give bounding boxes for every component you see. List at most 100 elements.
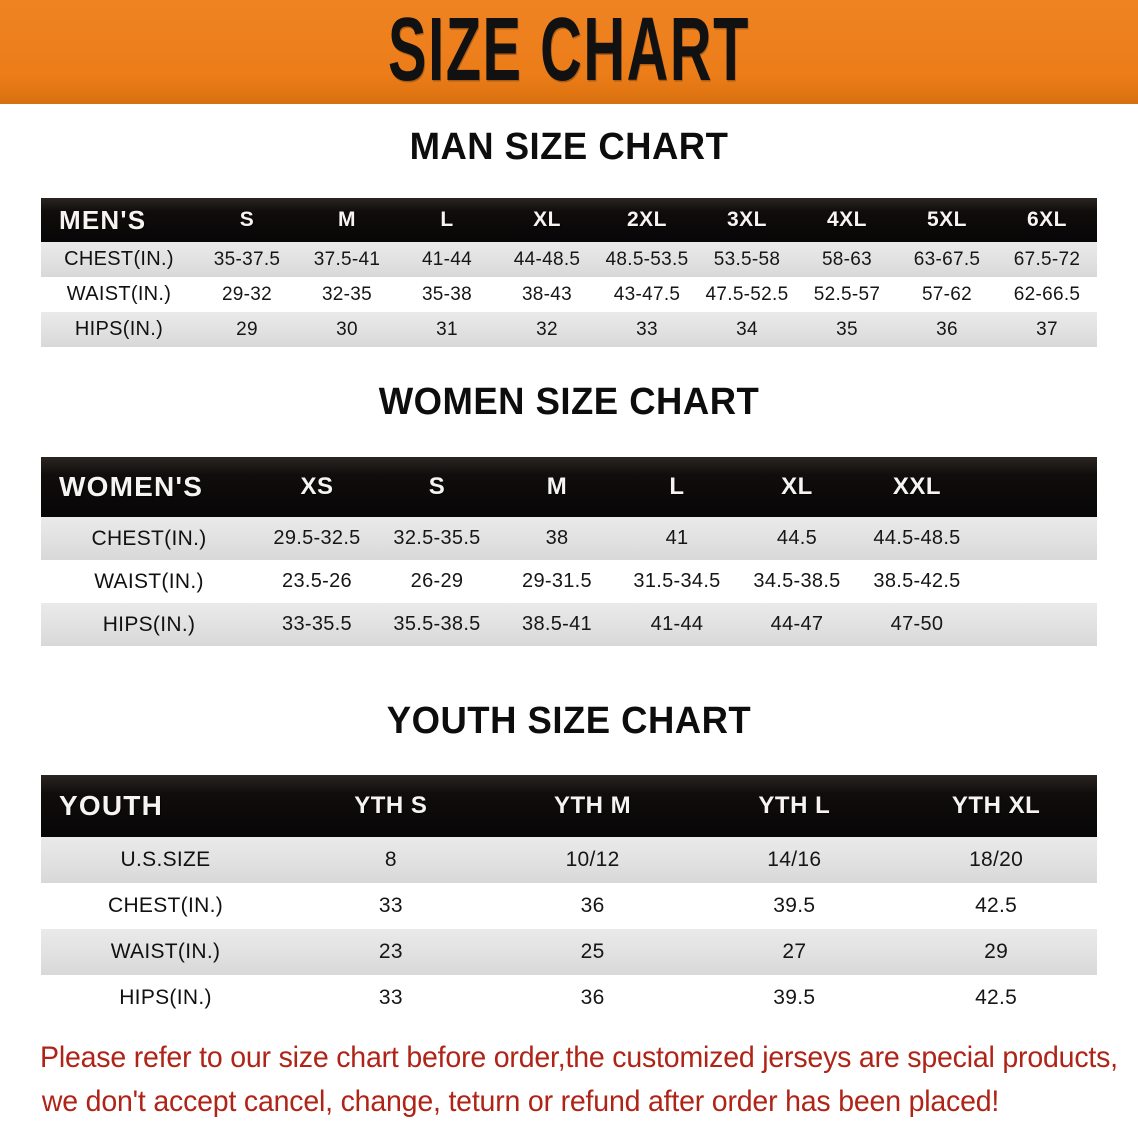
youth-column-header: YTH L bbox=[693, 775, 896, 837]
table-row: HIPS(IN.) 33-35.5 35.5-38.5 38.5-41 41-44 44-… bbox=[41, 603, 1097, 646]
men-cell: 35-38 bbox=[397, 277, 497, 312]
women-cell-spacer bbox=[977, 517, 1097, 560]
men-cell: 29-32 bbox=[197, 277, 297, 312]
women-size-table: WOMEN'S XS S M L XL XXL CHEST(IN.) 29.5-32.5 32… bbox=[41, 457, 1097, 646]
men-cell: 34 bbox=[697, 312, 797, 347]
youth-cell: 23 bbox=[290, 929, 492, 975]
men-row-label: WAIST(IN.) bbox=[41, 277, 197, 312]
youth-cell: 42.5 bbox=[895, 975, 1097, 1021]
women-row-label: WAIST(IN.) bbox=[41, 560, 257, 603]
youth-cell: 39.5 bbox=[693, 883, 896, 929]
men-cell: 36 bbox=[897, 312, 997, 347]
women-row-label: HIPS(IN.) bbox=[41, 603, 257, 646]
youth-cell: 25 bbox=[491, 929, 694, 975]
section-title-youth: YOUTH SIZE CHART bbox=[386, 700, 752, 742]
women-cell: 41-44 bbox=[617, 603, 737, 646]
women-table-header-row: WOMEN'S XS S M L XL XXL bbox=[41, 457, 1097, 517]
men-cell: 58-63 bbox=[797, 242, 897, 277]
men-corner-label: MEN'S bbox=[41, 198, 197, 242]
men-cell: 37.5-41 bbox=[297, 242, 397, 277]
women-cell: 26-29 bbox=[377, 560, 497, 603]
men-column-header: 2XL bbox=[597, 198, 697, 242]
men-column-header: XL bbox=[497, 198, 597, 242]
youth-row-label: U.S.SIZE bbox=[41, 837, 290, 883]
women-cell-spacer bbox=[977, 560, 1097, 603]
men-cell: 35 bbox=[797, 312, 897, 347]
men-cell: 32-35 bbox=[297, 277, 397, 312]
section-title-man: MAN SIZE CHART bbox=[409, 126, 729, 168]
women-column-header: M bbox=[497, 457, 617, 517]
women-cell: 38.5-42.5 bbox=[857, 560, 977, 603]
section-title-women: WOMEN SIZE CHART bbox=[378, 381, 760, 423]
men-cell: 67.5-72 bbox=[997, 242, 1097, 277]
women-cell: 38.5-41 bbox=[497, 603, 617, 646]
table-row: WAIST(IN.) 23 25 27 29 bbox=[41, 929, 1097, 975]
table-row: HIPS(IN.) 33 36 39.5 42.5 bbox=[41, 975, 1097, 1021]
table-row: U.S.SIZE 8 10/12 14/16 18/20 bbox=[41, 837, 1097, 883]
men-cell: 41-44 bbox=[397, 242, 497, 277]
youth-row-label: CHEST(IN.) bbox=[41, 883, 290, 929]
youth-cell: 33 bbox=[290, 975, 492, 1021]
men-column-header: 5XL bbox=[897, 198, 997, 242]
men-cell: 33 bbox=[597, 312, 697, 347]
youth-table-header-row: YOUTH YTH S YTH M YTH L YTH XL bbox=[41, 775, 1097, 837]
men-cell: 62-66.5 bbox=[997, 277, 1097, 312]
women-cell: 35.5-38.5 bbox=[377, 603, 497, 646]
women-cell-spacer bbox=[977, 603, 1097, 646]
women-row-label: CHEST(IN.) bbox=[41, 517, 257, 560]
youth-cell: 18/20 bbox=[895, 837, 1097, 883]
men-column-header: L bbox=[397, 198, 497, 242]
women-cell: 29.5-32.5 bbox=[257, 517, 377, 560]
men-cell: 53.5-58 bbox=[697, 242, 797, 277]
men-cell: 48.5-53.5 bbox=[597, 242, 697, 277]
table-row: WAIST(IN.) 23.5-26 26-29 29-31.5 31.5-34.5 34… bbox=[41, 560, 1097, 603]
youth-cell: 29 bbox=[895, 929, 1097, 975]
table-row: CHEST(IN.) 35-37.5 37.5-41 41-44 44-48.5 48.5… bbox=[41, 242, 1097, 277]
women-cell: 44-47 bbox=[737, 603, 857, 646]
men-cell: 32 bbox=[497, 312, 597, 347]
men-row-label: HIPS(IN.) bbox=[41, 312, 197, 347]
table-row: HIPS(IN.) 29 30 31 32 33 34 35 36 37 bbox=[41, 312, 1097, 347]
women-corner-label: WOMEN'S bbox=[41, 457, 257, 517]
youth-cell: 33 bbox=[290, 883, 492, 929]
men-column-header: 4XL bbox=[797, 198, 897, 242]
youth-column-header: YTH S bbox=[290, 775, 492, 837]
youth-row-label: HIPS(IN.) bbox=[41, 975, 290, 1021]
men-cell: 35-37.5 bbox=[197, 242, 297, 277]
men-cell: 52.5-57 bbox=[797, 277, 897, 312]
men-column-header: S bbox=[197, 198, 297, 242]
women-cell: 23.5-26 bbox=[257, 560, 377, 603]
youth-cell: 36 bbox=[491, 975, 694, 1021]
men-cell: 47.5-52.5 bbox=[697, 277, 797, 312]
men-table-header-row: MEN'S S M L XL 2XL 3XL 4XL 5XL 6XL bbox=[41, 198, 1097, 242]
table-row: CHEST(IN.) 29.5-32.5 32.5-35.5 38 41 44.5 44.5… bbox=[41, 517, 1097, 560]
men-column-header: 3XL bbox=[697, 198, 797, 242]
notice-line-2: we don't accept cancel, change, teturn o… bbox=[41, 1084, 1000, 1118]
men-cell: 44-48.5 bbox=[497, 242, 597, 277]
banner-title: SIZE CHART bbox=[388, 0, 750, 100]
men-cell: 29 bbox=[197, 312, 297, 347]
youth-cell: 14/16 bbox=[693, 837, 896, 883]
women-column-header: L bbox=[617, 457, 737, 517]
order-policy-notice: Please refer to our size chart before or… bbox=[40, 1036, 1118, 1123]
men-cell: 43-47.5 bbox=[597, 277, 697, 312]
men-column-header: M bbox=[297, 198, 397, 242]
women-cell: 44.5 bbox=[737, 517, 857, 560]
women-cell: 29-31.5 bbox=[497, 560, 617, 603]
table-row: CHEST(IN.) 33 36 39.5 42.5 bbox=[41, 883, 1097, 929]
youth-cell: 10/12 bbox=[491, 837, 694, 883]
youth-cell: 36 bbox=[491, 883, 694, 929]
page-banner: SIZE CHART bbox=[0, 0, 1138, 104]
men-cell: 63-67.5 bbox=[897, 242, 997, 277]
youth-row-label: WAIST(IN.) bbox=[41, 929, 290, 975]
notice-line-1: Please refer to our size chart before or… bbox=[40, 1041, 1118, 1074]
men-cell: 31 bbox=[397, 312, 497, 347]
youth-size-table: YOUTH YTH S YTH M YTH L YTH XL U.S.SIZE 8 10/… bbox=[41, 775, 1097, 1021]
men-row-label: CHEST(IN.) bbox=[41, 242, 197, 277]
men-cell: 30 bbox=[297, 312, 397, 347]
youth-column-header: YTH XL bbox=[895, 775, 1097, 837]
women-cell: 47-50 bbox=[857, 603, 977, 646]
youth-cell: 8 bbox=[290, 837, 492, 883]
youth-cell: 27 bbox=[693, 929, 896, 975]
